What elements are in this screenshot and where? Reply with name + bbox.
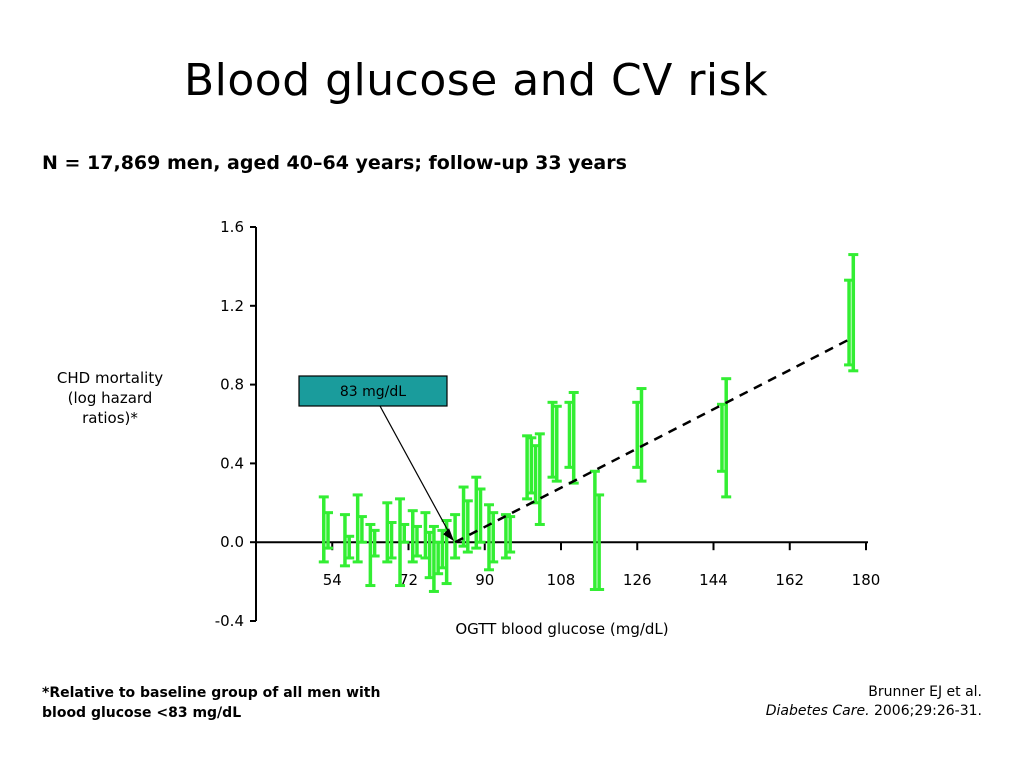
citation-source: Diabetes Care. 2006;29:26-31. xyxy=(662,702,982,721)
y-tick-label: -0.4 xyxy=(215,612,244,630)
error-bar xyxy=(505,515,516,554)
y-tick-label: 0.0 xyxy=(220,533,244,551)
error-bar xyxy=(386,521,397,560)
error-bar xyxy=(522,434,533,501)
error-bar xyxy=(382,501,393,564)
y-axis-label-line: (log hazard xyxy=(67,389,153,407)
chart-axes: -0.40.00.40.81.21.654 72 90 108 126 144 162 180 xyxy=(215,218,881,630)
y-tick-label: 1.6 xyxy=(220,218,244,236)
error-bar xyxy=(721,377,732,499)
citation: Brunner EJ et al. Diabetes Care. 2006;29… xyxy=(662,683,982,721)
annotation-group: 83 mg/dL xyxy=(298,375,455,542)
x-tick-label: 144 xyxy=(699,571,728,589)
x-tick-label: 126 xyxy=(623,571,652,589)
annotation-arrow-line xyxy=(379,405,453,539)
x-tick-label: 54 xyxy=(323,571,342,589)
error-bar xyxy=(551,404,562,483)
slide-subtitle: N = 17,869 men, aged 40–64 years; follow… xyxy=(42,152,627,174)
citation-authors: Brunner EJ et al. xyxy=(868,684,982,700)
error-bar xyxy=(450,513,461,560)
x-tick-label: 162 xyxy=(775,571,804,589)
error-bar xyxy=(352,493,363,564)
annotation-label: 83 mg/dL xyxy=(340,384,406,400)
citation-details: 2006;29:26-31. xyxy=(869,703,982,719)
error-bars xyxy=(318,253,859,593)
y-tick-label: 0.8 xyxy=(220,376,244,394)
error-bar xyxy=(594,493,605,591)
error-bar xyxy=(356,515,367,544)
trend-line-group xyxy=(454,336,854,544)
x-tick-label: 108 xyxy=(547,571,576,589)
x-tick-label: 90 xyxy=(475,571,494,589)
error-bar xyxy=(534,432,545,526)
error-bar xyxy=(475,487,486,544)
footnote-line: blood glucose <83 mg/dL xyxy=(42,705,242,721)
citation-journal: Diabetes Care. xyxy=(765,703,870,719)
error-bar xyxy=(407,509,418,564)
error-bar xyxy=(369,528,380,558)
error-bar xyxy=(636,387,647,483)
footnote: *Relative to baseline group of all men w… xyxy=(42,683,402,723)
error-bar xyxy=(318,495,329,564)
error-bar xyxy=(344,534,355,560)
error-bar xyxy=(428,524,439,593)
error-bar xyxy=(323,511,334,550)
error-bar xyxy=(488,511,499,564)
trend-line xyxy=(454,336,854,544)
error-bar xyxy=(411,524,422,558)
error-bar xyxy=(848,253,859,373)
x-tick-label: 180 xyxy=(852,571,881,589)
error-bar xyxy=(483,503,494,572)
y-tick-label: 0.4 xyxy=(220,454,244,472)
annotation-box xyxy=(298,375,448,407)
error-bar xyxy=(462,499,473,554)
annotation-arrowhead xyxy=(443,528,455,542)
y-axis-label-line: ratios)* xyxy=(82,409,138,427)
x-axis-label: OGTT blood glucose (mg/dL) xyxy=(455,620,668,638)
y-tick-label: 1.2 xyxy=(220,297,244,315)
y-axis-label-line: CHD mortality xyxy=(56,369,164,387)
slide-title: Blood glucose and CV risk xyxy=(183,55,769,106)
error-bar xyxy=(399,522,410,544)
y-axis-label: CHD mortality (log hazard ratios)* xyxy=(40,368,180,428)
footnote-line: *Relative to baseline group of all men w… xyxy=(42,685,381,701)
